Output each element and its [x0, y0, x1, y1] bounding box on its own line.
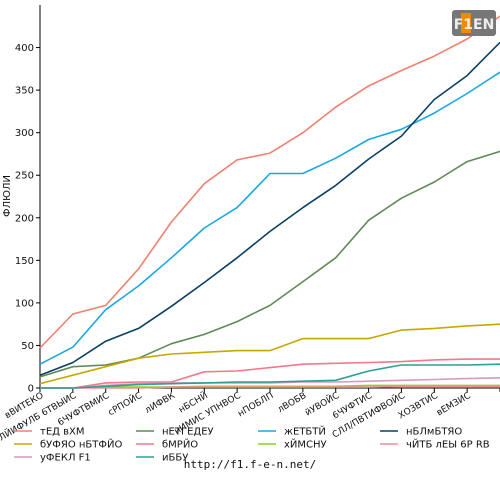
legend-entry: бУФЯО нБТФЙО: [40, 438, 122, 451]
legend-entry: бМРЙО: [162, 438, 198, 451]
y-tick-label: 150: [15, 256, 34, 267]
y-tick-label: 50: [21, 341, 34, 352]
series-line-9: [40, 377, 500, 389]
series-line-6: [40, 358, 500, 389]
legend-entry: тЕД вХМ: [40, 427, 85, 438]
series-line-5: [39, 323, 500, 385]
series-line-8: [40, 385, 500, 389]
y-tick-label: 300: [15, 128, 34, 139]
y-tick-label: 0: [28, 384, 34, 395]
f1en-logo: F1EN: [452, 8, 496, 38]
x-tick-label: лВОБВ: [276, 391, 308, 415]
x-tick-label: вЕМЗИС: [435, 391, 473, 418]
series-line-7: [40, 384, 500, 389]
logo-text: F1EN: [454, 17, 495, 33]
legend-entry: нБЛмБТЯО: [406, 427, 462, 438]
series-line-2: [39, 150, 500, 378]
y-tick-label: 400: [15, 43, 34, 54]
series-line-10: [40, 363, 500, 389]
legend-entry: иББУ: [162, 453, 188, 464]
x-tick-label: сРПОЙС: [106, 389, 144, 418]
y-tick-label: 200: [15, 213, 34, 224]
legend-entry: чЙТБ лЕЫ 6Р RВ: [406, 438, 490, 451]
y-tick-label: 250: [15, 171, 34, 182]
x-tick-label: лИФВК: [144, 391, 178, 416]
y-axis-label: ФЛЮЛИ: [2, 175, 13, 217]
y-tick-label: 100: [15, 298, 34, 309]
footer-url[interactable]: http://f1.f-e-n.net/: [183, 458, 317, 471]
y-tick-label: 350: [15, 86, 34, 97]
series-line-4: [39, 41, 500, 376]
legend-entry: нЕТГЕДЕУ: [162, 427, 214, 438]
legend-entry: жЕТБТЙ: [284, 425, 326, 438]
series-line-1: [39, 15, 500, 349]
x-tick-label: нПОБЛП: [236, 391, 275, 419]
legend-entry: хЙМСНУ: [284, 438, 327, 451]
legend-entry: уФЕКЛ F1: [40, 453, 91, 464]
series-line-3: [39, 71, 500, 365]
